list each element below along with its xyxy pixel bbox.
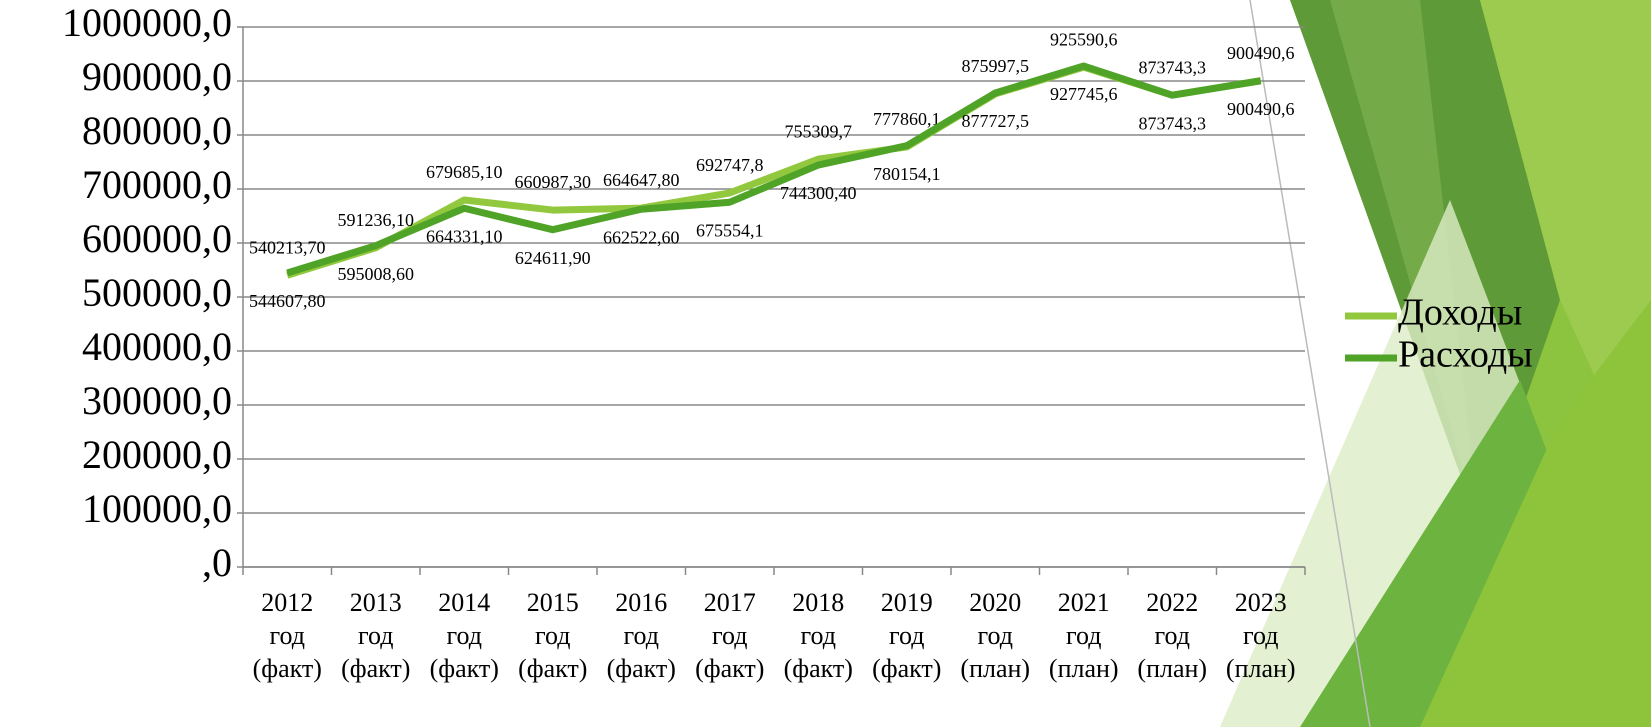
value-label: 540213,70 (249, 237, 326, 257)
y-tick-label: 800000,0 (82, 108, 232, 153)
legend-label: Доходы (1398, 292, 1522, 334)
value-label: 662522,60 (603, 227, 680, 247)
x-tick-label: 2023 год (план) (1226, 588, 1296, 683)
value-label: 544607,80 (249, 291, 326, 311)
value-label: 873743,3 (1139, 113, 1207, 133)
x-tick-label: 2014 год (факт) (430, 588, 499, 683)
series-line (286, 62, 1262, 277)
legend-label: Расходы (1398, 334, 1533, 376)
x-tick-label: 2013 год (факт) (341, 588, 410, 683)
value-label: 875997,5 (962, 56, 1030, 76)
value-label: 900490,6 (1227, 43, 1295, 63)
value-label: 744300,40 (780, 183, 857, 203)
x-tick-label: 2016 год (факт) (607, 588, 676, 683)
value-label: 755309,7 (785, 121, 853, 141)
value-label: 675554,1 (696, 220, 764, 240)
value-label: 664331,10 (426, 226, 503, 246)
x-tick-label: 2015 год (факт) (518, 588, 587, 683)
y-tick-label: 600000,0 (82, 216, 232, 261)
value-label: 873743,3 (1139, 57, 1207, 77)
value-label: 900490,6 (1227, 99, 1295, 119)
value-label: 595008,60 (338, 264, 415, 284)
value-label: 679685,10 (426, 162, 503, 182)
value-label: 925590,6 (1050, 29, 1118, 49)
y-tick-label: 900000,0 (82, 54, 232, 99)
y-tick-label: 700000,0 (82, 162, 232, 207)
y-tick-label: 100000,0 (82, 486, 232, 531)
y-tick-label: 300000,0 (82, 378, 232, 423)
value-label: 624611,90 (515, 248, 591, 268)
y-tick-label: 1000000,0 (62, 0, 232, 45)
value-label: 927745,6 (1050, 84, 1118, 104)
y-tick-label: 400000,0 (82, 324, 232, 369)
y-tick-label: ,0 (202, 540, 232, 585)
x-tick-label: 2018 год (факт) (784, 588, 853, 683)
x-tick-label: 2020 год (план) (960, 588, 1030, 683)
y-tick-label: 500000,0 (82, 270, 232, 315)
value-label: 780154,1 (873, 164, 941, 184)
value-label: 877727,5 (962, 111, 1030, 131)
background-decoration (1220, 0, 1651, 727)
x-tick-label: 2021 год (план) (1049, 588, 1119, 683)
x-tick-label: 2012 год (факт) (253, 588, 322, 683)
value-label: 664647,80 (603, 170, 680, 190)
x-tick-label: 2019 год (факт) (872, 588, 941, 683)
value-label: 692747,8 (696, 155, 764, 175)
value-label: 660987,30 (515, 172, 592, 192)
x-tick-label: 2017 год (факт) (695, 588, 764, 683)
value-label: 591236,10 (338, 210, 415, 230)
x-tick-label: 2022 год (план) (1137, 588, 1207, 683)
value-label: 777860,1 (873, 109, 941, 129)
y-tick-label: 200000,0 (82, 432, 232, 477)
